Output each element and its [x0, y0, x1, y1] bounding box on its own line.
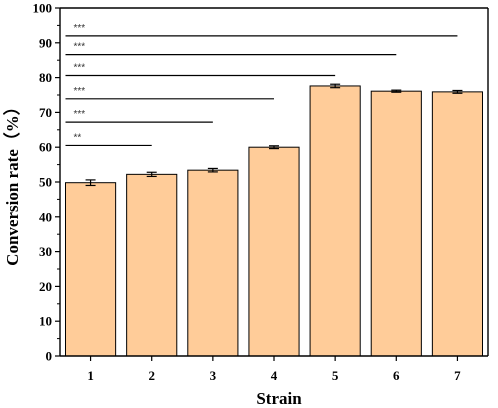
- y-tick-label-0: 0: [46, 349, 53, 364]
- significance-label-5: ***: [74, 42, 86, 53]
- y-tick-label-50: 50: [39, 175, 52, 190]
- y-tick-label-60: 60: [39, 140, 52, 155]
- significance-label-1: **: [74, 132, 82, 143]
- x-tick-label-5: 5: [332, 368, 339, 383]
- x-tick-label-7: 7: [454, 368, 461, 383]
- x-tick-label-4: 4: [271, 368, 278, 383]
- y-tick-label-10: 10: [39, 314, 52, 329]
- y-tick-label-80: 80: [39, 70, 52, 85]
- y-tick-label-30: 30: [39, 244, 52, 259]
- y-tick-label-100: 100: [33, 1, 53, 16]
- y-axis-title: Conversion rate（%）: [2, 98, 22, 266]
- significance-label-6: ***: [74, 23, 86, 34]
- bar-5: [309, 85, 361, 357]
- x-tick-label-2: 2: [148, 368, 155, 383]
- y-tick-label-90: 90: [39, 35, 52, 50]
- ticks-layer: 0 10 20 30 40 50 60 70 80 90 100 1 2 3 4 5 6 7: [33, 1, 462, 384]
- y-tick-label-40: 40: [39, 209, 52, 224]
- bar-7: [431, 91, 483, 357]
- significance-label-4: ***: [74, 63, 86, 74]
- x-axis-title: Strain: [256, 389, 302, 408]
- bar-6: [370, 90, 422, 357]
- bar-4: [248, 146, 300, 357]
- x-tick-label-3: 3: [210, 368, 217, 383]
- significance-layer: *****************: [65, 23, 458, 147]
- y-tick-label-70: 70: [39, 105, 52, 120]
- significance-label-2: ***: [74, 109, 86, 120]
- x-tick-label-1: 1: [87, 368, 94, 383]
- bar-2: [126, 173, 178, 357]
- bars-layer: [65, 85, 483, 357]
- x-tick-label-6: 6: [393, 368, 400, 383]
- error-bars-layer: [85, 83, 463, 187]
- y-tick-label-20: 20: [39, 279, 52, 294]
- bar-3: [187, 169, 239, 357]
- significance-label-3: ***: [74, 86, 86, 97]
- bar-1: [65, 182, 117, 357]
